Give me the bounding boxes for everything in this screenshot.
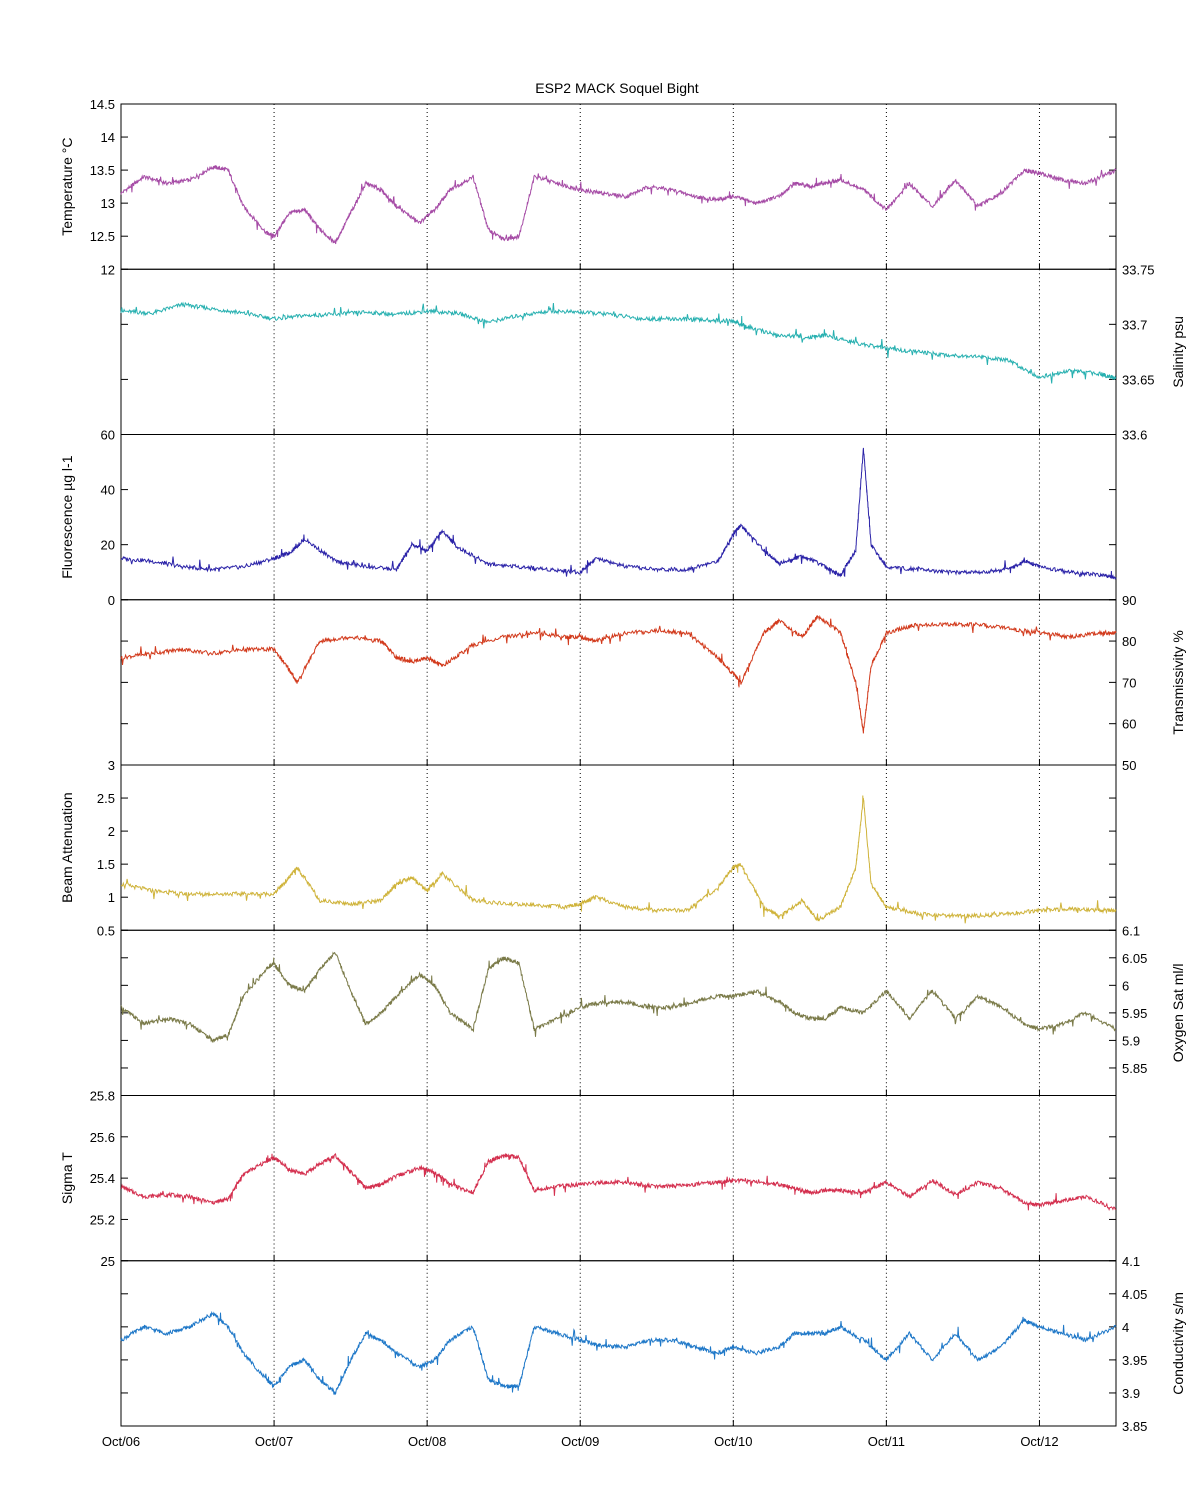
y-tick-label-oxygen-sat-4: 6.05 — [1122, 951, 1147, 966]
y-tick-label-conductivity-5: 4.1 — [1122, 1254, 1140, 1269]
y-axis-label-transmissivity: Transmissivity % — [1170, 630, 1186, 735]
y-tick-label-salinity-3: 33.75 — [1122, 262, 1155, 277]
y-tick-label-sigma-t-2: 25.4 — [90, 1171, 115, 1186]
x-tick-label-0: Oct/06 — [102, 1434, 140, 1449]
y-tick-label-temperature-5: 14.5 — [90, 97, 115, 112]
y-tick-label-oxygen-sat-3: 6 — [1122, 978, 1129, 993]
y-tick-label-sigma-t-4: 25.8 — [90, 1089, 115, 1104]
y-axis-label-temperature: Temperature °C — [59, 138, 75, 236]
panel-frame-conductivity — [120, 1260, 1117, 1427]
series-line-salinity — [120, 301, 1117, 384]
panel-frame-temperature — [120, 103, 1117, 270]
y-tick-label-conductivity-1: 3.9 — [1122, 1386, 1140, 1401]
y-tick-label-transmissivity-3: 80 — [1122, 634, 1136, 649]
x-tick-label-5: Oct/11 — [868, 1434, 905, 1449]
y-tick-label-temperature-3: 13.5 — [90, 163, 115, 178]
y-tick-label-salinity-0: 33.6 — [1122, 428, 1147, 443]
y-tick-label-transmissivity-1: 60 — [1122, 717, 1136, 732]
series-line-oxygen-sat — [120, 951, 1117, 1043]
y-tick-label-beam-attenuation-3: 2 — [108, 824, 115, 839]
panel-frame-sigma-t — [120, 1095, 1117, 1262]
x-tick-label-4: Oct/10 — [714, 1434, 752, 1449]
y-tick-label-salinity-1: 33.65 — [1122, 372, 1155, 387]
y-axis-label-fluorescence: Fluorescence µg l-1 — [59, 455, 75, 578]
y-tick-label-fluorescence-0: 0 — [108, 593, 115, 608]
y-tick-label-fluorescence-2: 40 — [101, 483, 115, 498]
series-line-sigma-t — [120, 1152, 1117, 1211]
y-tick-label-oxygen-sat-5: 6.1 — [1122, 923, 1140, 938]
panel-frame-oxygen-sat — [120, 929, 1117, 1096]
panel-frame-salinity — [120, 268, 1117, 435]
y-tick-label-beam-attenuation-2: 1.5 — [97, 857, 115, 872]
panel-frame-fluorescence — [120, 434, 1117, 601]
y-tick-label-oxygen-sat-0: 5.85 — [1122, 1061, 1147, 1076]
x-tick-label-2: Oct/08 — [408, 1434, 446, 1449]
y-tick-label-conductivity-0: 3.85 — [1122, 1419, 1147, 1434]
y-tick-label-temperature-1: 12.5 — [90, 229, 115, 244]
y-tick-label-beam-attenuation-4: 2.5 — [97, 791, 115, 806]
y-tick-label-transmissivity-0: 50 — [1122, 758, 1136, 773]
y-axis-label-salinity: Salinity psu — [1170, 316, 1186, 388]
series-line-beam-attenuation — [120, 795, 1117, 924]
x-tick-label-3: Oct/09 — [561, 1434, 599, 1449]
y-axis-label-beam-attenuation: Beam Attenuation — [59, 792, 75, 903]
y-tick-label-beam-attenuation-1: 1 — [108, 890, 115, 905]
x-tick-label-6: Oct/12 — [1020, 1434, 1058, 1449]
y-tick-label-temperature-0: 12 — [101, 262, 115, 277]
series-line-transmissivity — [120, 614, 1117, 734]
y-tick-label-sigma-t-0: 25 — [101, 1254, 115, 1269]
y-tick-label-temperature-4: 14 — [101, 130, 115, 145]
chart-title: ESP2 MACK Soquel Bight — [535, 80, 699, 96]
y-tick-label-transmissivity-4: 90 — [1122, 593, 1136, 608]
y-tick-label-beam-attenuation-0: 0.5 — [97, 923, 115, 938]
y-axis-label-conductivity: Conductivity s/m — [1170, 1292, 1186, 1395]
y-tick-label-transmissivity-2: 70 — [1122, 675, 1136, 690]
y-tick-label-salinity-2: 33.7 — [1122, 317, 1147, 332]
y-tick-label-oxygen-sat-1: 5.9 — [1122, 1033, 1140, 1048]
y-tick-label-fluorescence-1: 20 — [101, 538, 115, 553]
series-line-conductivity — [120, 1310, 1117, 1396]
series-line-temperature — [120, 165, 1117, 245]
y-tick-label-conductivity-3: 4 — [1122, 1320, 1129, 1335]
y-tick-label-temperature-2: 13 — [101, 196, 115, 211]
y-axis-label-oxygen-sat: Oxygen Sat ml/l — [1170, 963, 1186, 1062]
y-tick-label-oxygen-sat-2: 5.95 — [1122, 1006, 1147, 1021]
y-tick-label-conductivity-4: 4.05 — [1122, 1287, 1147, 1302]
y-tick-label-conductivity-2: 3.95 — [1122, 1353, 1147, 1368]
x-tick-label-1: Oct/07 — [255, 1434, 293, 1449]
y-tick-label-beam-attenuation-5: 3 — [108, 758, 115, 773]
y-tick-label-sigma-t-1: 25.2 — [90, 1212, 115, 1227]
y-axis-label-sigma-t: Sigma T — [59, 1152, 75, 1204]
y-tick-label-fluorescence-3: 60 — [101, 428, 115, 443]
series-line-fluorescence — [120, 447, 1117, 580]
y-tick-label-sigma-t-3: 25.6 — [90, 1130, 115, 1145]
